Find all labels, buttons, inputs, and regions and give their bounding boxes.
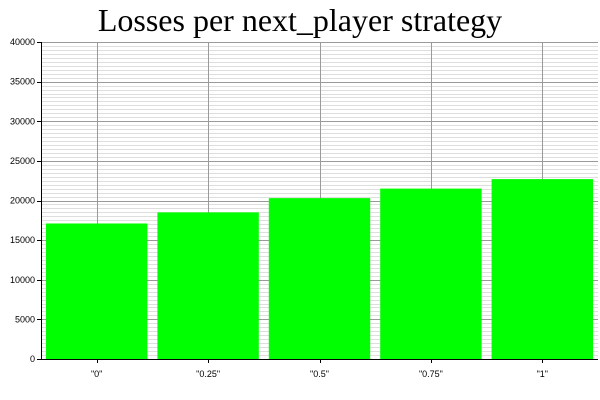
bar	[380, 188, 482, 359]
x-tick-label: "1"	[537, 369, 548, 379]
axes	[37, 42, 598, 363]
y-tick-label: 10000	[10, 275, 35, 285]
y-tick-label: 20000	[10, 196, 35, 206]
y-tick-label: 30000	[10, 116, 35, 126]
bars	[46, 179, 593, 359]
x-tick-label: "0.5"	[310, 369, 329, 379]
y-axis-tick-labels: 0 5000 10000 15000 20000 25000 30000 35000 40000	[10, 37, 35, 364]
bar	[157, 212, 259, 359]
bar	[491, 179, 593, 359]
y-tick-label: 40000	[10, 37, 35, 47]
x-axis-tick-labels: "0" "0.25" "0.5" "0.75" "1"	[91, 369, 548, 379]
bar	[268, 198, 371, 359]
y-tick-label: 5000	[15, 314, 35, 324]
chart-title: Losses per next_player strategy	[98, 2, 502, 38]
x-tick-label: "0.25"	[196, 369, 220, 379]
y-tick-label: 0	[30, 354, 35, 364]
y-tick-label: 35000	[10, 77, 35, 87]
y-tick-label: 15000	[10, 235, 35, 245]
x-tick-label: "0"	[91, 369, 102, 379]
x-tick-label: "0.75"	[419, 369, 443, 379]
bar	[46, 223, 148, 359]
y-tick-label: 25000	[10, 156, 35, 166]
